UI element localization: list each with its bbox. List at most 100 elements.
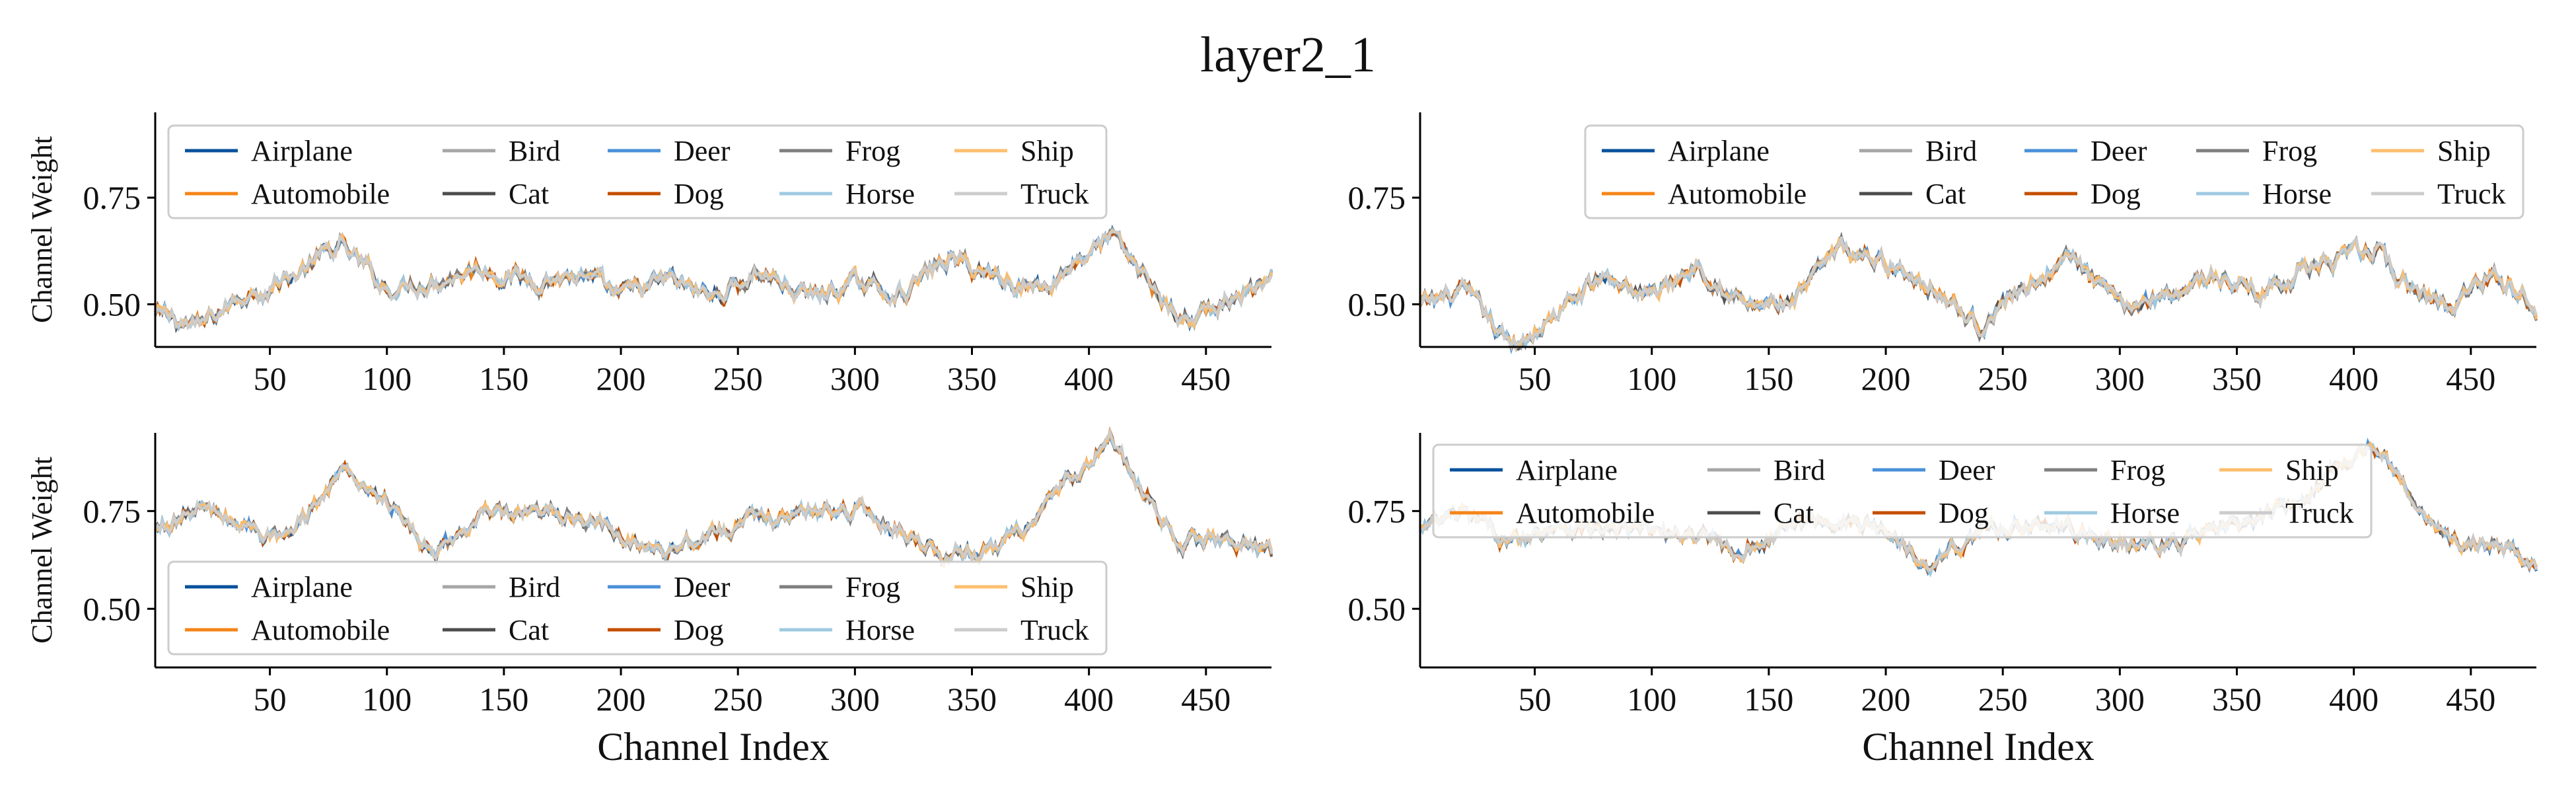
- panel-bottom-left: 50 100 150 200 250 300 350 400 450 0.50 0.75 Channe…: [26, 426, 1273, 769]
- legend-label: Airplane: [251, 135, 353, 167]
- x-tick-label: 150: [1744, 681, 1793, 718]
- x-tick-label: 150: [1744, 360, 1793, 397]
- x-tick-label: 300: [2095, 360, 2145, 397]
- legend-frame: [167, 560, 1108, 656]
- series-line-truck: [154, 428, 1273, 566]
- x-tick-label: 200: [1861, 360, 1911, 397]
- legend: Airplane Automobile Bird Cat Deer Dog Frog Hors…: [1432, 443, 2373, 539]
- x-tick-label: 200: [596, 681, 646, 718]
- y-tick-label: 0.75: [83, 179, 141, 216]
- x-tick-label: 350: [2212, 360, 2262, 397]
- legend-frame: [167, 124, 1108, 219]
- legend-label: Automobile: [1668, 178, 1807, 210]
- legend-label: Airplane: [251, 571, 353, 603]
- y-tick-label: 0.50: [83, 590, 141, 627]
- legend-frame: [1432, 443, 2373, 539]
- x-tick-label: 450: [1181, 681, 1231, 718]
- legend-label: Dog: [1939, 497, 1989, 529]
- legend-label: Bird: [1773, 454, 1825, 486]
- legend-label: Deer: [2091, 135, 2147, 167]
- x-tick-label: 400: [2329, 360, 2379, 397]
- legend-label: Truck: [2437, 178, 2506, 210]
- legend-label: Cat: [1925, 178, 1966, 210]
- x-tick-label: 350: [947, 681, 997, 718]
- figure-title: layer2_1: [1200, 27, 1376, 83]
- legend-label: Ship: [2285, 454, 2339, 486]
- x-tick-label: 100: [362, 681, 411, 718]
- legend-label: Frog: [845, 135, 900, 167]
- legend-label: Bird: [509, 571, 560, 603]
- legend-label: Ship: [1020, 135, 1074, 167]
- x-tick-label: 350: [947, 360, 997, 397]
- x-axis-label: Channel Index: [1862, 725, 2094, 769]
- legend-label: Automobile: [251, 614, 390, 646]
- panel-top-right: 50 100 150 200 250 300 350 400 450 0.50 0.75 Airpla…: [1348, 112, 2538, 397]
- legend-label: Deer: [1939, 454, 1995, 486]
- x-tick-label: 50: [1519, 360, 1552, 397]
- x-tick-label: 50: [254, 360, 287, 397]
- x-tick-label: 400: [1064, 681, 1114, 718]
- x-tick-label: 150: [479, 360, 528, 397]
- x-tick-label: 250: [713, 360, 763, 397]
- legend-label: Automobile: [251, 178, 390, 210]
- y-tick-label: 0.75: [1348, 179, 1406, 216]
- legend-label: Frog: [2262, 135, 2317, 167]
- legend: Airplane Automobile Bird Cat Deer Dog Frog Hors…: [167, 124, 1108, 219]
- x-tick-label: 250: [713, 681, 763, 718]
- legend-label: Horse: [2110, 497, 2180, 529]
- x-tick-label: 450: [2446, 681, 2495, 718]
- legend-label: Truck: [1020, 614, 1089, 646]
- x-tick-label: 450: [1181, 360, 1231, 397]
- x-axis-label: Channel Index: [597, 725, 830, 769]
- legend-label: Dog: [2091, 178, 2141, 210]
- legend-label: Airplane: [1668, 135, 1770, 167]
- legend-label: Truck: [1020, 178, 1089, 210]
- legend-label: Horse: [845, 614, 915, 646]
- x-tick-label: 200: [596, 360, 646, 397]
- x-tick-label: 200: [1861, 681, 1911, 718]
- legend: Airplane Automobile Bird Cat Deer Dog Frog Hors…: [1584, 124, 2524, 219]
- x-tick-label: 300: [830, 360, 880, 397]
- legend-label: Bird: [509, 135, 560, 167]
- series-group: [1419, 231, 2538, 355]
- series-group: [154, 426, 1273, 570]
- x-tick-label: 100: [1627, 681, 1676, 718]
- series-group: [154, 224, 1273, 334]
- x-tick-label: 400: [2329, 681, 2379, 718]
- legend-label: Cat: [509, 614, 549, 646]
- legend-label: Deer: [674, 135, 731, 167]
- y-tick-label: 0.75: [1348, 492, 1406, 529]
- series-line-frog: [154, 225, 1273, 331]
- x-tick-label: 50: [254, 681, 287, 718]
- x-tick-label: 350: [2212, 681, 2262, 718]
- legend-label: Cat: [509, 178, 549, 210]
- x-tick-label: 400: [1064, 360, 1114, 397]
- series-line-truck: [154, 230, 1273, 330]
- legend-label: Deer: [674, 571, 731, 603]
- legend: Airplane Automobile Bird Cat Deer Dog Frog Hors…: [167, 560, 1108, 656]
- x-tick-label: 100: [1627, 360, 1676, 397]
- panel-top-left: 50 100 150 200 250 300 350 400 450 0.50 0.75 Channe…: [26, 112, 1273, 397]
- legend-label: Cat: [1773, 497, 1814, 529]
- series-line-truck: [1419, 236, 2538, 352]
- x-tick-label: 450: [2446, 360, 2495, 397]
- y-tick-label: 0.75: [83, 492, 141, 529]
- legend-label: Dog: [674, 178, 724, 210]
- y-axis-label: Channel Weight: [26, 136, 58, 323]
- y-tick-label: 0.50: [1348, 590, 1406, 627]
- y-axis-label: Channel Weight: [26, 457, 58, 644]
- x-tick-label: 50: [1519, 681, 1552, 718]
- legend-label: Horse: [845, 178, 915, 210]
- legend-label: Truck: [2285, 497, 2354, 529]
- x-tick-label: 150: [479, 681, 528, 718]
- x-tick-label: 250: [1978, 360, 2028, 397]
- legend-label: Frog: [845, 571, 900, 603]
- x-tick-label: 300: [2095, 681, 2145, 718]
- x-tick-label: 100: [362, 360, 411, 397]
- legend-frame: [1584, 124, 2524, 219]
- legend-label: Frog: [2110, 454, 2165, 486]
- series-line-airplane: [154, 224, 1273, 332]
- x-tick-label: 300: [830, 681, 880, 718]
- y-tick-label: 0.50: [1348, 285, 1406, 322]
